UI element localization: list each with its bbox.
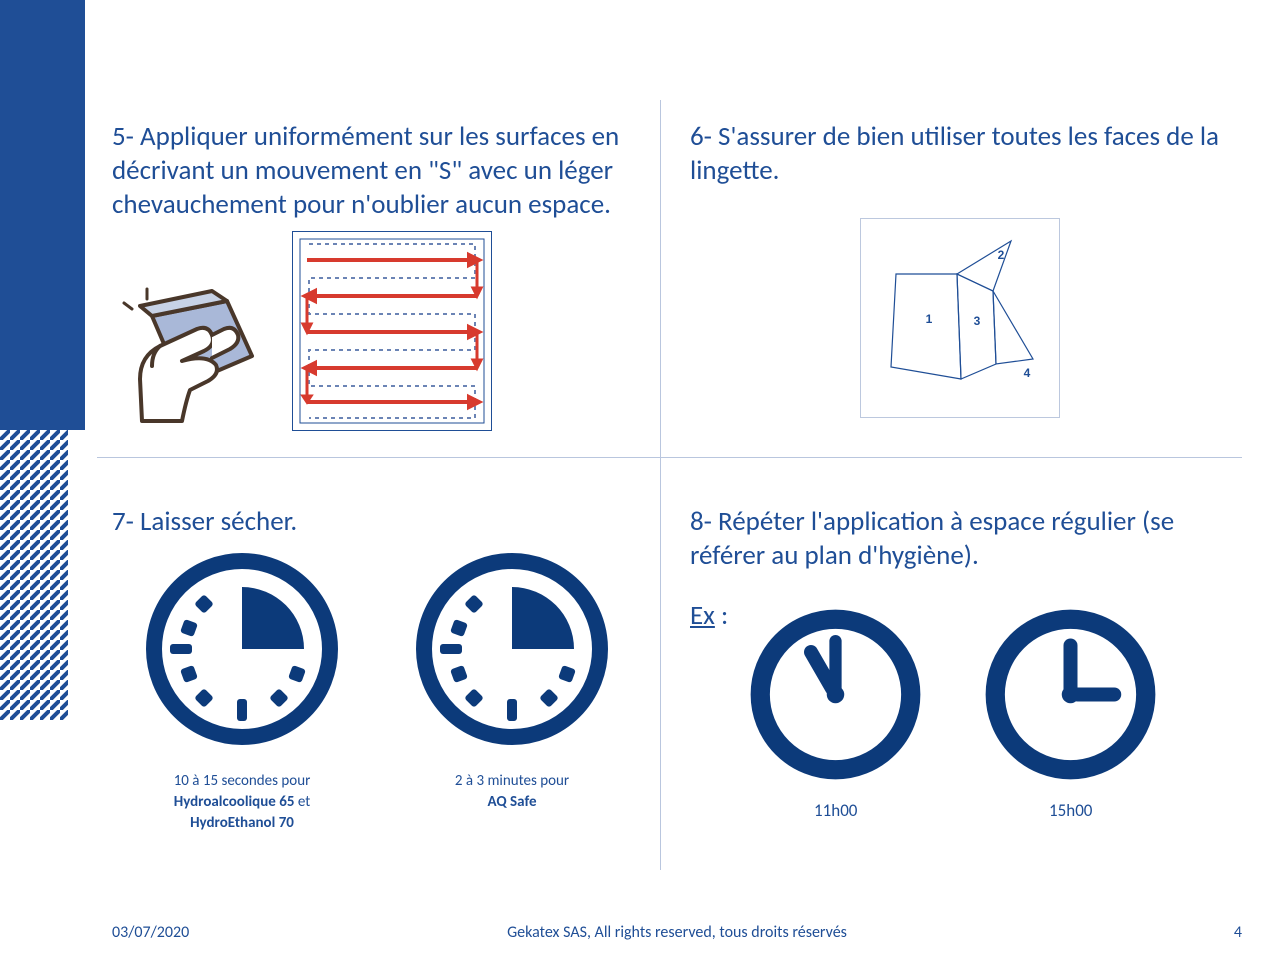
timer-icon: [142, 549, 342, 749]
step-7: 7- Laisser sécher.: [112, 505, 642, 834]
step-6: 6- S'assurer de bien utiliser toutes les…: [690, 120, 1230, 418]
timer-icon: [412, 549, 612, 749]
wipe-fold-diagram: 1 2 3 4: [860, 218, 1060, 418]
fold-label-1: 1: [926, 312, 933, 326]
timer-caption-1: 10 à 15 secondes pour Hydroalcoolique 65…: [174, 771, 311, 834]
example-label: Ex :: [690, 599, 728, 632]
footer-page: 4: [1234, 923, 1242, 942]
step-8: 8- Répéter l'application à espace réguli…: [690, 505, 1230, 821]
footer: 03/07/2020 Gekatex SAS, All rights reser…: [112, 923, 1242, 942]
horizontal-divider: [97, 457, 1242, 458]
hand-wipe-icon: [112, 281, 272, 431]
fold-label-4: 4: [1024, 366, 1031, 380]
left-hatch-pattern: [0, 430, 68, 720]
time-label-2: 15h00: [1049, 800, 1092, 821]
step-7-title: 7- Laisser sécher.: [112, 505, 642, 539]
clock-11-icon: [748, 607, 923, 782]
vertical-divider: [660, 100, 661, 870]
footer-rights: Gekatex SAS, All rights reserved, tous d…: [112, 923, 1242, 942]
step-8-title: 8- Répéter l'application à espace réguli…: [690, 505, 1230, 573]
clock-15-icon: [983, 607, 1158, 782]
step-5: 5- Appliquer uniformément sur les surfac…: [112, 120, 642, 431]
step-5-title: 5- Appliquer uniformément sur les surfac…: [112, 120, 642, 221]
fold-label-2: 2: [998, 248, 1005, 262]
time-label-1: 11h00: [814, 800, 857, 821]
footer-date: 03/07/2020: [112, 923, 189, 942]
left-accent-bar: [0, 0, 85, 430]
s-pattern-diagram: [292, 231, 492, 431]
step-6-title: 6- S'assurer de bien utiliser toutes les…: [690, 120, 1230, 188]
timer-caption-2: 2 à 3 minutes pour AQ Safe: [455, 771, 569, 813]
fold-label-3: 3: [974, 314, 981, 328]
